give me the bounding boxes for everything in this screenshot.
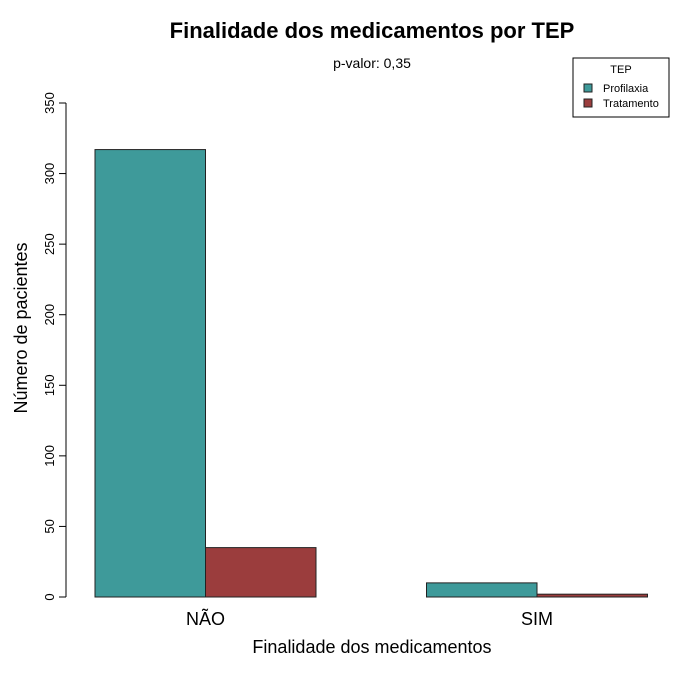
y-tick-label: 100 xyxy=(42,445,57,467)
legend-label-profilaxia: Profilaxia xyxy=(603,83,649,95)
y-axis-title: Número de pacientes xyxy=(11,242,31,413)
chart-title: Finalidade dos medicamentos por TEP xyxy=(170,18,575,43)
x-category-label: SIM xyxy=(521,609,553,629)
bar-tratamento-1 xyxy=(205,547,317,598)
x-axis-title: Finalidade dos medicamentos xyxy=(252,637,491,657)
legend-items: Profilaxia Tratamento xyxy=(583,83,659,110)
y-tick-label: 0 xyxy=(42,593,57,600)
chart-subtitle: p-valor: 0,35 xyxy=(333,55,411,71)
x-category-label: NÃO xyxy=(186,608,225,629)
bar-tratamento-2 xyxy=(536,593,648,598)
y-tick-label: 350 xyxy=(42,92,57,114)
y-tick-label: 250 xyxy=(42,233,57,255)
y-tick-label: 150 xyxy=(42,374,57,396)
y-tick-label: 300 xyxy=(42,163,57,185)
y-tick-label: 200 xyxy=(42,304,57,326)
x-axis-labels: NÃO SIM xyxy=(186,608,553,629)
bar-profilaxia-2 xyxy=(426,582,538,598)
bars xyxy=(94,149,648,598)
legend-title: TEP xyxy=(610,64,631,76)
y-axis: 0 50 100 150 200 250 300 350 xyxy=(42,92,67,601)
legend: TEP Profilaxia Tratamento xyxy=(572,57,670,118)
bar-profilaxia-1 xyxy=(94,149,206,598)
legend-swatch-profilaxia xyxy=(583,83,593,93)
legend-label-tratamento: Tratamento xyxy=(603,98,659,110)
legend-swatch-tratamento xyxy=(583,98,593,108)
y-tick-label: 50 xyxy=(42,519,57,533)
